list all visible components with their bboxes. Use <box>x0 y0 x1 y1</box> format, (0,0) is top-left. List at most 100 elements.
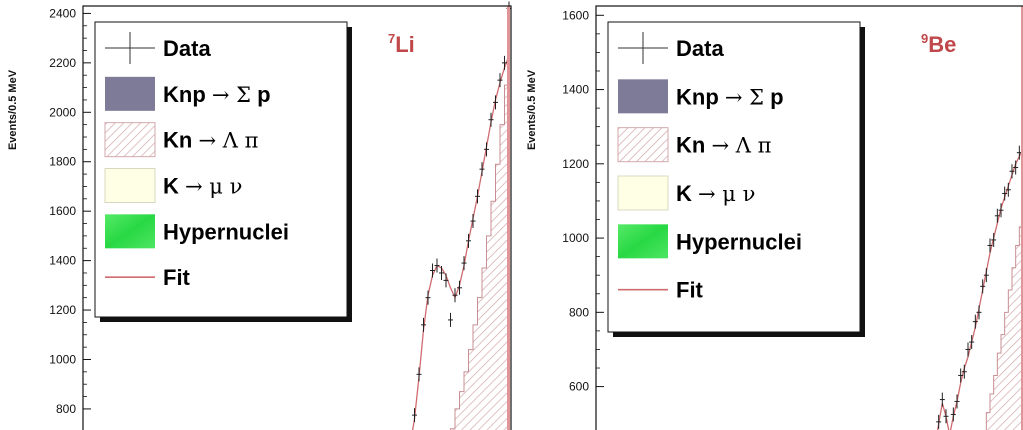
data-point <box>991 232 997 247</box>
legend-label: Fit <box>163 265 191 290</box>
legend-swatch <box>617 127 669 163</box>
y-tick-label: 1000 <box>49 352 76 366</box>
data-point <box>1002 186 1008 201</box>
legend-entry: Knp → Σ p <box>105 76 271 111</box>
legend-swatch <box>618 224 668 259</box>
plot-frame <box>595 5 1023 430</box>
legend: Data Knp → Σ p Kn → Λ π K → μ ν Hypernuclei F… <box>607 21 865 337</box>
data-point <box>443 273 449 288</box>
nucleus-label: 7Li <box>388 31 415 57</box>
legend-entry: Data <box>105 32 211 64</box>
legend-swatch <box>105 76 155 111</box>
legend-label: Kn → Λ π <box>163 128 259 153</box>
legend-label: Hypernuclei <box>676 229 802 254</box>
legend-label: K → μ ν <box>163 174 242 199</box>
y-tick-label: 1600 <box>49 204 76 218</box>
data-point <box>470 214 476 229</box>
y-tick-label: 2400 <box>49 6 76 20</box>
data-point <box>430 263 435 278</box>
data-point <box>493 95 498 110</box>
data-point <box>943 409 949 424</box>
legend-entry: Knp → Σ p <box>618 79 784 114</box>
legend-entry: Data <box>618 32 724 64</box>
legend-label: Data <box>163 36 211 61</box>
legend-label: K → μ ν <box>676 181 755 206</box>
legend-entry: K → μ ν <box>617 175 755 211</box>
y-tick-label: 1800 <box>49 155 76 169</box>
data-point <box>466 233 471 248</box>
y-tick-label: 1600 <box>562 8 589 22</box>
series-lambda-pi-area <box>985 208 1023 430</box>
data-point <box>1005 182 1011 197</box>
legend-swatch <box>104 168 156 203</box>
nucleus-symbol: Be <box>928 32 956 57</box>
series-lambda-pi-area <box>450 62 510 430</box>
y-tick-label: 1200 <box>49 303 76 317</box>
data-point <box>457 280 462 295</box>
data-point <box>425 290 431 305</box>
data-point <box>448 312 453 327</box>
data-point <box>475 189 480 204</box>
plot-frame <box>82 5 512 430</box>
data-point <box>416 367 422 382</box>
data-point <box>969 335 975 350</box>
data-point <box>980 279 986 294</box>
chart-panel-li7: Events/0.5 MeV 800 1000 1200 1400 1600 1800 20… <box>7 1 512 430</box>
data-point <box>439 265 444 280</box>
legend: Data Knp → Σ p Kn → Λ π K → μ ν Hypernuclei F… <box>94 21 352 322</box>
data-point <box>1009 164 1015 179</box>
data-point <box>488 112 494 127</box>
legend-entry: Kn → Λ π <box>104 122 259 158</box>
nucleus-mass: 9 <box>921 31 928 46</box>
data-point <box>1013 160 1019 175</box>
y-tick-label: 1400 <box>562 83 589 97</box>
plot-area <box>411 1 512 430</box>
y-tick-label: 2000 <box>49 105 76 119</box>
legend-label: Hypernuclei <box>163 219 289 244</box>
legend-swatch <box>105 214 155 249</box>
data-point <box>939 392 945 407</box>
data-point <box>479 162 485 177</box>
data-point <box>998 203 1004 218</box>
data-point <box>972 314 978 329</box>
data-point <box>497 73 503 88</box>
data-point <box>484 142 489 157</box>
y-axis-label: Events/0.5 MeV <box>7 69 19 150</box>
legend-entry: Hypernuclei <box>618 224 802 259</box>
data-point <box>983 268 989 283</box>
data-point <box>461 256 467 271</box>
chart-panel-be9: Events/0.5 MeV 600 800 1000 1200 1400 1600 9B… <box>526 5 1023 430</box>
data-point <box>958 368 964 383</box>
y-tick-labels: 800 1000 1200 1400 1600 1800 2000 2200 2400 <box>49 6 91 416</box>
data-point <box>976 305 982 320</box>
data-point <box>954 394 960 409</box>
y-axis-label: Events/0.5 MeV <box>526 69 538 150</box>
y-tick-label: 1000 <box>562 231 589 245</box>
data-point <box>936 414 942 429</box>
data-point <box>950 407 956 422</box>
plot-area <box>936 6 1023 430</box>
data-point <box>502 55 507 70</box>
legend-label: Fit <box>676 278 704 303</box>
legend-entry: K → μ ν <box>104 168 242 203</box>
data-point <box>987 238 993 253</box>
y-tick-label: 800 <box>569 305 589 319</box>
nucleus-mass: 7 <box>388 31 395 46</box>
y-tick-label: 1400 <box>49 254 76 268</box>
legend-label: Kn → Λ π <box>676 133 772 158</box>
legend-swatch <box>618 79 668 114</box>
legend-label: Knp → Σ p <box>676 84 784 109</box>
y-tick-label: 600 <box>569 380 589 394</box>
data-point <box>434 258 440 273</box>
legend-label: Data <box>676 36 724 61</box>
data-point <box>994 208 1000 223</box>
legend-entry: Kn → Λ π <box>617 127 772 163</box>
legend-entry: Hypernuclei <box>105 214 289 249</box>
data-point <box>452 288 458 303</box>
legend-entry: Fit <box>105 265 191 290</box>
edge-band <box>1021 6 1023 430</box>
y-tick-label: 2200 <box>49 56 76 70</box>
legend-label: Knp → Σ p <box>163 82 271 107</box>
legend-swatch <box>104 122 156 158</box>
